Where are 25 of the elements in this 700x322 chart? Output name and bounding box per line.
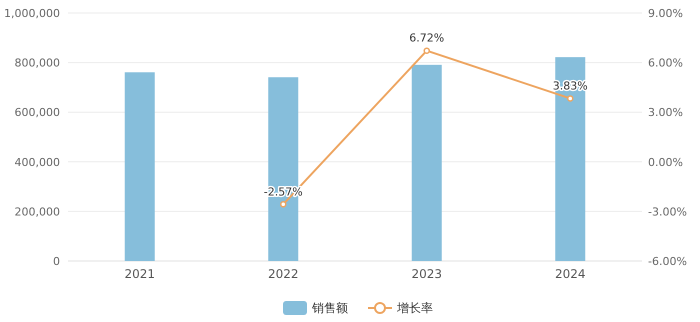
bar [555, 57, 586, 261]
y-tick-label: 800,000 [14, 56, 60, 70]
y2-tick-label: 3.00% [648, 106, 683, 120]
legend-label: 销售额 [311, 301, 348, 315]
y2-tick-label: -3.00% [648, 205, 687, 218]
y2-tick-label: 6.00% [648, 56, 683, 70]
point [567, 95, 574, 102]
y-tick-label: 0 [53, 255, 60, 268]
y2-tick-label: 9.00% [648, 7, 683, 20]
legend-label: 增长率 [396, 301, 433, 315]
bar [412, 64, 442, 261]
y2-tick-label: 0.00% [648, 156, 683, 169]
y-tick-label: 200,000 [14, 205, 60, 218]
x-tick-label: 2024 [554, 267, 586, 281]
x-tick-label: 2021 [124, 267, 156, 281]
x-tick-label: 2023 [411, 267, 442, 281]
point [424, 47, 430, 54]
y2-tick-label: -6.00% [648, 255, 687, 268]
point [280, 201, 286, 208]
x-tick-label: 2022 [268, 267, 299, 281]
data-label: 6.72% [409, 32, 444, 45]
y-tick-label: 1,000,000 [4, 7, 60, 20]
bar [124, 72, 155, 261]
y-tick-label: 400,000 [14, 156, 60, 169]
y-tick-label: 600,000 [14, 106, 60, 120]
